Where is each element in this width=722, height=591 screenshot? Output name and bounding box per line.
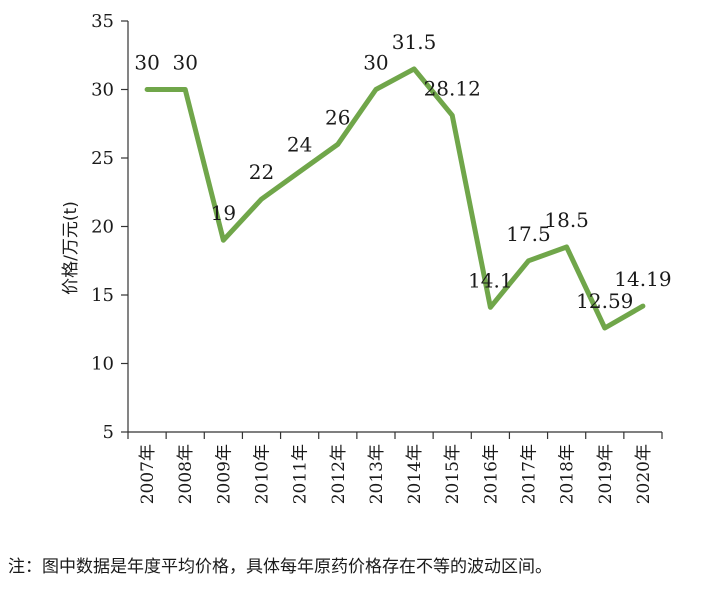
data-label: 18.5 [544,208,589,232]
y-tick-label: 25 [91,148,114,169]
data-label: 12.59 [576,289,633,313]
x-tick-label: 2020年 [634,444,654,504]
y-tick-label: 15 [91,285,114,306]
data-label: 22 [249,160,274,184]
x-tick-label: 2012年 [329,444,349,504]
y-tick-label: 30 [91,80,114,101]
data-label: 30 [363,51,388,75]
series-line [144,66,646,331]
y-axis-label: 价格/万元(t) [61,201,81,295]
y-tick-label: 10 [91,354,114,375]
y-axis-ticks: 5 10 15 20 25 30 35 [91,11,128,443]
footnote: 注：图中数据是年度平均价格，具体每年原药价格存在不等的波动区间。 [8,557,552,577]
data-label: 14.1 [468,268,513,292]
data-label: 14.19 [614,267,671,291]
series-price [144,66,646,331]
x-tick-label: 2008年 [176,444,196,504]
data-label: 31.5 [392,30,437,54]
data-label: 26 [325,105,350,129]
x-tick-label: 2011年 [291,444,311,504]
x-tick-label: 2016年 [481,444,501,504]
data-label: 30 [172,51,197,75]
x-tick-label: 2013年 [367,444,387,504]
data-label: 28.12 [424,76,481,100]
x-tick-label: 2010年 [253,444,273,504]
data-label: 30 [134,51,159,75]
x-tick-label: 2017年 [520,444,540,504]
data-label: 19 [211,201,236,225]
y-tick-label: 20 [91,217,114,238]
y-tick-label: 35 [91,11,114,32]
y-tick-label: 5 [103,422,114,443]
x-tick-label: 2009年 [214,444,234,504]
x-tick-label: 2007年 [138,444,158,504]
data-labels: 30 30192224263031.528.1214.117.518.512.59… [134,30,671,313]
x-tick-label: 2015年 [443,444,463,504]
data-label: 17.5 [506,222,551,246]
x-axis-ticks: 2007年 2008年 2009年 2010年 2011年 2012年 2013年 2014年… [127,432,663,504]
x-tick-label: 2019年 [596,444,616,504]
x-tick-label: 2014年 [405,444,425,504]
data-label: 24 [287,133,312,157]
x-tick-label: 2018年 [558,444,578,504]
